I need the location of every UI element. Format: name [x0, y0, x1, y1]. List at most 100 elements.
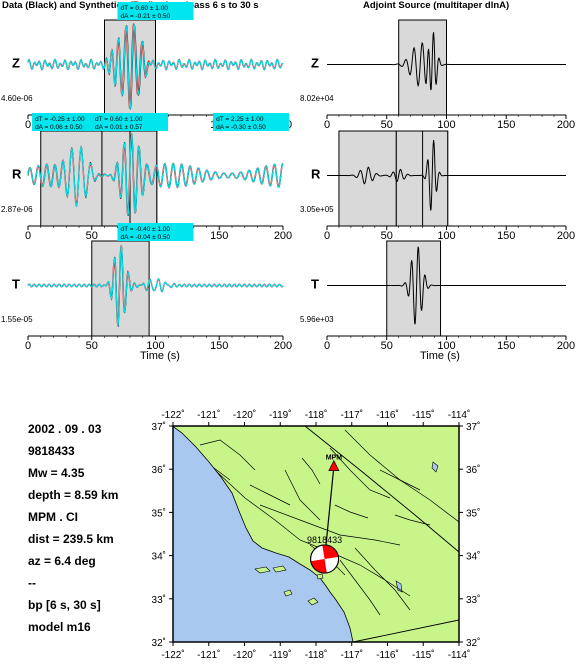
- map-lat-label-right: 37˚: [466, 421, 480, 433]
- measurement-label-box: [32, 113, 109, 131]
- x-tick-label: 50: [381, 230, 393, 242]
- map-lon-label-top: -114˚: [448, 409, 471, 421]
- measurement-label-box: [117, 2, 194, 20]
- map-land: [173, 426, 459, 642]
- beachball-compressional-quadrant: [310, 559, 327, 574]
- corrected-synthetic-trace: [27, 133, 284, 216]
- panel-adjoint-T: T 5.96e+03 0 50 100 150 200: [300, 240, 575, 352]
- map-lon-label-top: -121˚: [197, 409, 220, 421]
- x-tick-label: 100: [146, 340, 164, 352]
- map-lon-label-top: -119˚: [269, 409, 292, 421]
- bandpass-info: bp [6 s, 30 s]: [28, 598, 101, 612]
- x-tick-label: 150: [497, 340, 515, 352]
- amplitude-label: 8.02e+04: [300, 94, 334, 103]
- amplitude-label: 4.60e-06: [1, 94, 33, 103]
- map-lat-label-right: 36˚: [466, 464, 480, 476]
- measurement-label-box: [92, 113, 168, 131]
- component-label: R: [12, 167, 22, 182]
- map-lon-label-bottom: -118˚: [305, 649, 328, 661]
- station-triangle-icon: [328, 459, 340, 471]
- panel-seismogram-Z: Z4.60e-06050100150200dT = 0.60 ± 1.00dA …: [1, 2, 292, 131]
- event-magnitude: Mw = 4.35: [28, 466, 85, 480]
- map-lon-label-bottom: -116˚: [376, 649, 399, 661]
- right-title: Adjoint Source (multitaper dlnA): [363, 0, 510, 11]
- measurement-da-label: dA = -0.30 ± 0.50: [216, 124, 266, 131]
- x-tick-label: 50: [381, 340, 393, 352]
- window-box-0: [40, 130, 103, 227]
- map-lat-label-left: 33˚: [152, 594, 166, 606]
- map-lat-label-left: 37˚: [152, 421, 166, 433]
- x-tick-label: 0: [324, 340, 330, 352]
- map-lon-label-top: -120˚: [233, 409, 256, 421]
- amplitude-label: 2.87e-06: [1, 205, 33, 214]
- x-tick-label: 100: [437, 119, 455, 131]
- map-lon-label-top: -118˚: [305, 409, 328, 421]
- x-tick-label: 150: [497, 230, 515, 242]
- measurement-label-box: [213, 113, 290, 131]
- map-lon-label-bottom: -122˚: [161, 649, 184, 661]
- x-axis-label-left: Time (s): [140, 350, 180, 362]
- channel-island: [316, 573, 324, 580]
- amplitude-label: 5.96e+03: [300, 315, 334, 324]
- x-tick-label: 50: [381, 119, 393, 131]
- map-lat-label-left: 36˚: [152, 464, 166, 476]
- channel-island: [254, 566, 271, 574]
- measurement-da-label: dA = -0.04 ± 0.50: [121, 234, 171, 241]
- measurement-dt-label: dT = 0.60 ± 1.00: [95, 116, 143, 123]
- event-label: 9818433: [307, 535, 342, 545]
- state-border: [304, 426, 459, 642]
- window-box-0: [398, 19, 448, 116]
- x-tick-label: 200: [557, 119, 575, 131]
- x-tick-label: 150: [210, 230, 228, 242]
- map-lon-label-bottom: -120˚: [233, 649, 256, 661]
- x-tick-label: 0: [25, 230, 31, 242]
- map-lat-label-left: 34˚: [152, 551, 166, 563]
- beachball-rim: [310, 544, 340, 574]
- map-lat-label-right: 35˚: [466, 507, 480, 519]
- map-lon-label-bottom: -121˚: [197, 649, 220, 661]
- corrected-synthetic-trace: [27, 244, 284, 326]
- map-lon-label-top: -122˚: [161, 409, 184, 421]
- station-label: MPM: [326, 455, 343, 462]
- x-tick-label: 100: [437, 230, 455, 242]
- x-tick-label: 50: [86, 230, 98, 242]
- great-circle-path: [323, 466, 335, 560]
- x-tick-label: 0: [25, 119, 31, 131]
- x-tick-label: 0: [324, 230, 330, 242]
- x-tick-label: 150: [497, 119, 515, 131]
- map-lat-label-left: 32˚: [152, 637, 166, 649]
- event-date: 2002 . 09 . 03: [28, 422, 102, 436]
- channel-island: [307, 597, 319, 606]
- event-distance: dist = 239.5 km: [28, 532, 114, 546]
- measurement-dt-label: dT = -0.25 ± 1.00: [35, 116, 85, 123]
- component-label: T: [311, 277, 319, 292]
- x-axis-label-right: Time (s): [420, 350, 460, 362]
- amplitude-label: 1.55e-05: [1, 315, 33, 324]
- measurement-da-label: dA = 0.01 ± 0.57: [95, 124, 143, 131]
- map-lon-label-top: -117˚: [340, 409, 363, 421]
- panel-adjoint-Z: Z 8.02e+04 0 50 100 150 200: [300, 19, 575, 131]
- component-label: Z: [311, 56, 319, 71]
- map-lon-label-bottom: -114˚: [448, 649, 471, 661]
- amplitude-label: 3.05e+05: [300, 205, 334, 214]
- component-label: T: [12, 277, 20, 292]
- map-lon-label-bottom: -117˚: [340, 649, 363, 661]
- x-tick-label: 200: [557, 230, 575, 242]
- x-tick-label: 0: [324, 119, 330, 131]
- x-tick-label: 50: [86, 340, 98, 352]
- adjoint-trace: [327, 32, 566, 91]
- lake: [431, 461, 439, 473]
- measurement-da-label: dA = 0.06 ± 0.50: [35, 124, 83, 131]
- map-lon-label-bottom: -119˚: [269, 649, 292, 661]
- x-tick-label: 200: [557, 340, 575, 352]
- x-tick-label: 200: [274, 340, 292, 352]
- channel-island: [272, 565, 287, 573]
- salton-sea: [395, 580, 403, 593]
- panel-seismogram-T: T 1.55e-05 0 50 100 150 200 dT = -0.40 ± 1.00dA…: [1, 223, 292, 352]
- model-info: model m16: [28, 620, 91, 634]
- event-depth: depth = 8.59 km: [28, 488, 119, 502]
- corrected-synthetic-trace: [27, 24, 284, 110]
- map-lat-label-left: 35˚: [152, 507, 166, 519]
- x-tick-label: 0: [25, 340, 31, 352]
